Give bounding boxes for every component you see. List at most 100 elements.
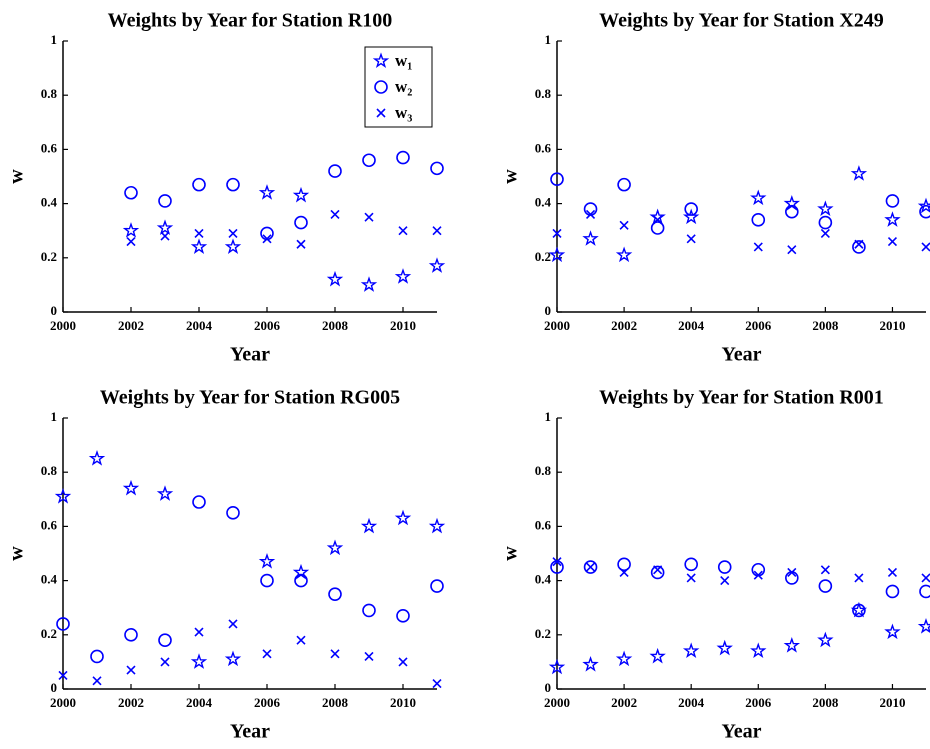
subplot: Weights by Year for Station X249 Year w 0 0.… — [500, 10, 930, 366]
x-marker — [432, 226, 442, 236]
circle-marker — [919, 584, 930, 599]
x-marker — [228, 228, 238, 238]
circle-marker — [260, 573, 274, 588]
y-tick-label: 0.8 — [41, 86, 58, 101]
circle-marker — [294, 215, 308, 230]
x-tick-label: 2000 — [544, 318, 570, 333]
star-marker — [326, 539, 344, 556]
x-marker — [820, 565, 830, 575]
legend-label: w₃ — [395, 103, 412, 122]
y-tick-label: 0.2 — [535, 626, 551, 641]
x-tick-label: 2004 — [186, 318, 213, 333]
legend-label: w₁ — [395, 51, 412, 70]
star-marker — [360, 517, 378, 534]
x-marker — [720, 576, 730, 586]
legend: w₁ w₂ w₃ — [364, 46, 433, 128]
circle-marker — [751, 562, 766, 577]
x-tick-label: 2010 — [390, 695, 416, 710]
y-axis-label: w — [6, 169, 28, 184]
x-marker — [921, 573, 930, 583]
x-axis-label: Year — [230, 344, 270, 366]
x-tick-label: 2002 — [611, 318, 637, 333]
y-axis-label: w — [500, 169, 522, 184]
x-tick-label: 2002 — [611, 695, 637, 710]
circle-marker — [717, 560, 732, 574]
x-marker — [552, 557, 562, 567]
star-marker — [750, 642, 767, 659]
subplot-title: Weights by Year for Station R100 — [108, 10, 393, 32]
circle-marker — [583, 560, 598, 574]
circle-marker — [650, 565, 665, 580]
x-tick-label: 2006 — [745, 695, 772, 710]
y-tick-label: 0.2 — [41, 249, 57, 264]
circle-marker — [885, 194, 900, 208]
x-marker — [296, 635, 306, 645]
circle-marker — [785, 571, 799, 585]
x-marker — [686, 234, 696, 244]
x-marker — [686, 573, 696, 583]
y-axis-label: w — [6, 546, 28, 561]
circle-marker — [617, 177, 631, 192]
x-tick-label: 2000 — [50, 695, 76, 710]
x-marker — [787, 567, 797, 578]
x-tick-label: 2004 — [678, 318, 705, 333]
x-marker — [126, 236, 136, 247]
x-marker — [753, 242, 763, 252]
star-marker — [258, 184, 276, 200]
x-tick-label: 2010 — [879, 318, 905, 333]
star-marker — [582, 230, 599, 246]
circle-marker — [919, 204, 930, 219]
x-marker — [585, 209, 596, 220]
y-tick-label: 0.6 — [41, 140, 58, 155]
x-tick-label: 2006 — [254, 695, 281, 710]
y-tick-label: 0 — [51, 303, 58, 318]
star-marker — [88, 450, 106, 466]
star-marker — [394, 268, 412, 284]
x-tick-label: 2006 — [254, 318, 281, 333]
circle-marker — [818, 579, 833, 593]
circle-marker — [396, 150, 410, 165]
x-marker — [787, 245, 797, 255]
star-marker — [917, 197, 930, 214]
x-marker — [262, 234, 272, 244]
circle-marker — [885, 584, 900, 599]
y-tick-label: 0.8 — [41, 463, 58, 478]
circle-marker — [260, 226, 274, 241]
x-marker — [887, 567, 898, 578]
x-marker — [854, 573, 864, 583]
star-marker — [582, 655, 599, 672]
x-marker — [58, 670, 68, 681]
x-marker — [160, 657, 170, 667]
subplot: Weights by Year for Station R001 Year w 0 0.… — [500, 387, 930, 743]
circle-marker — [192, 495, 206, 509]
x-tick-label: 2008 — [812, 695, 839, 710]
x-tick-label: 2006 — [745, 318, 772, 333]
star-marker — [326, 270, 344, 287]
x-marker — [398, 657, 408, 667]
x-marker — [653, 565, 663, 575]
y-tick-label: 1 — [545, 409, 552, 424]
subplot-title: Weights by Year for Station X249 — [599, 10, 884, 32]
star-marker — [716, 639, 733, 656]
x-tick-label: 2000 — [50, 318, 76, 333]
circle-marker — [550, 172, 564, 187]
x-tick-label: 2004 — [678, 695, 705, 710]
star-marker — [54, 487, 72, 504]
x-marker — [262, 649, 272, 659]
legend-label: w₂ — [395, 77, 412, 96]
x-tick-label: 2010 — [879, 695, 905, 710]
y-tick-label: 0.4 — [41, 195, 58, 210]
star-marker — [224, 238, 242, 254]
x-marker — [585, 562, 596, 572]
y-tick-label: 1 — [51, 32, 58, 47]
circle-marker — [124, 627, 138, 642]
subplot-title: Weights by Year for Station R001 — [599, 387, 884, 409]
x-marker — [160, 231, 170, 241]
circle-marker — [684, 557, 698, 572]
circle-marker — [328, 587, 342, 601]
y-tick-label: 1 — [51, 409, 58, 424]
star-marker — [360, 276, 378, 292]
y-tick-label: 0 — [545, 680, 552, 695]
